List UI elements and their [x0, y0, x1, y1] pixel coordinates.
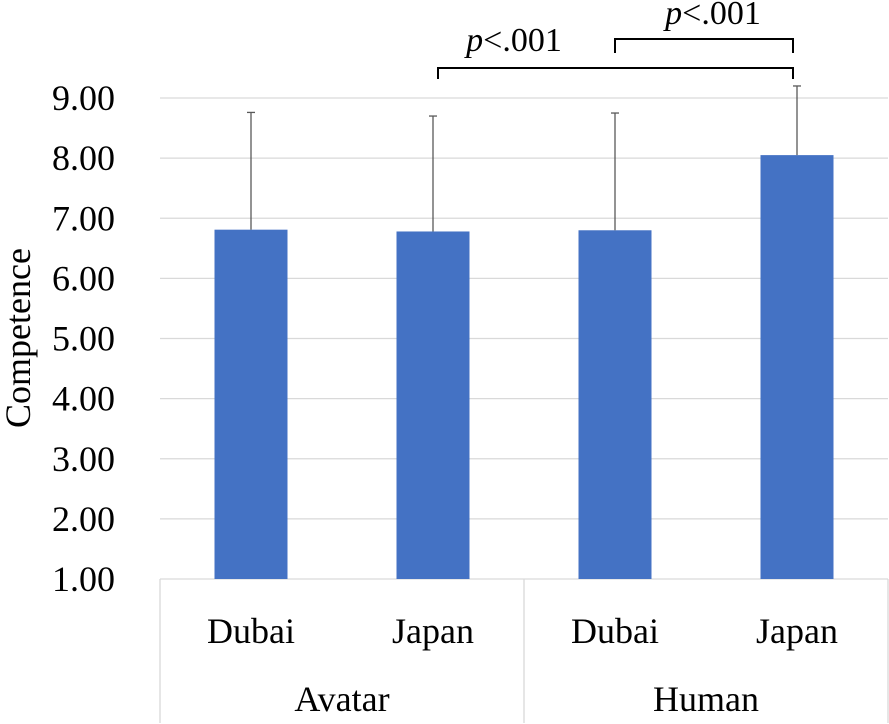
- y-tick-label: 7.00: [52, 198, 115, 238]
- x-axis-group-labels: Avatar Human: [294, 679, 759, 719]
- bar-avatar-japan: [396, 231, 470, 580]
- significance-bracket-1: [437, 67, 794, 79]
- x-axis-category-labels: Dubai Japan Dubai Japan: [207, 611, 838, 651]
- category-label: Japan: [392, 611, 474, 651]
- y-tick-label: 6.00: [52, 258, 115, 298]
- significance-label-1: p<.001: [464, 22, 562, 59]
- bar-avatar-dubai: [214, 229, 288, 579]
- y-tick-label: 3.00: [52, 439, 115, 479]
- bar-human-japan: [760, 155, 834, 579]
- y-tick-label: 2.00: [52, 499, 115, 539]
- category-label: Japan: [756, 611, 838, 651]
- group-label: Human: [653, 679, 759, 719]
- bar-human-dubai: [578, 230, 652, 579]
- y-axis-title: Competence: [0, 248, 38, 428]
- significance-bracket-2: [614, 38, 794, 53]
- significance-annotations: p<.001 p<.001: [437, 0, 794, 79]
- significance-label-2: p<.001: [663, 0, 761, 32]
- y-tick-label: 5.00: [52, 319, 115, 359]
- y-tick-label: 4.00: [52, 379, 115, 419]
- category-axis-frame: [159, 578, 889, 723]
- group-label: Avatar: [294, 679, 389, 719]
- category-label: Dubai: [571, 611, 659, 651]
- bars: [214, 155, 834, 580]
- y-tick-label: 1.00: [52, 559, 115, 599]
- category-label: Dubai: [207, 611, 295, 651]
- y-tick-label: 9.00: [52, 78, 115, 118]
- y-axis-tick-labels: 1.00 2.00 3.00 4.00 5.00 6.00 7.00 8.00 9.00: [52, 78, 115, 599]
- error-bars: [247, 85, 801, 232]
- y-tick-label: 8.00: [52, 138, 115, 178]
